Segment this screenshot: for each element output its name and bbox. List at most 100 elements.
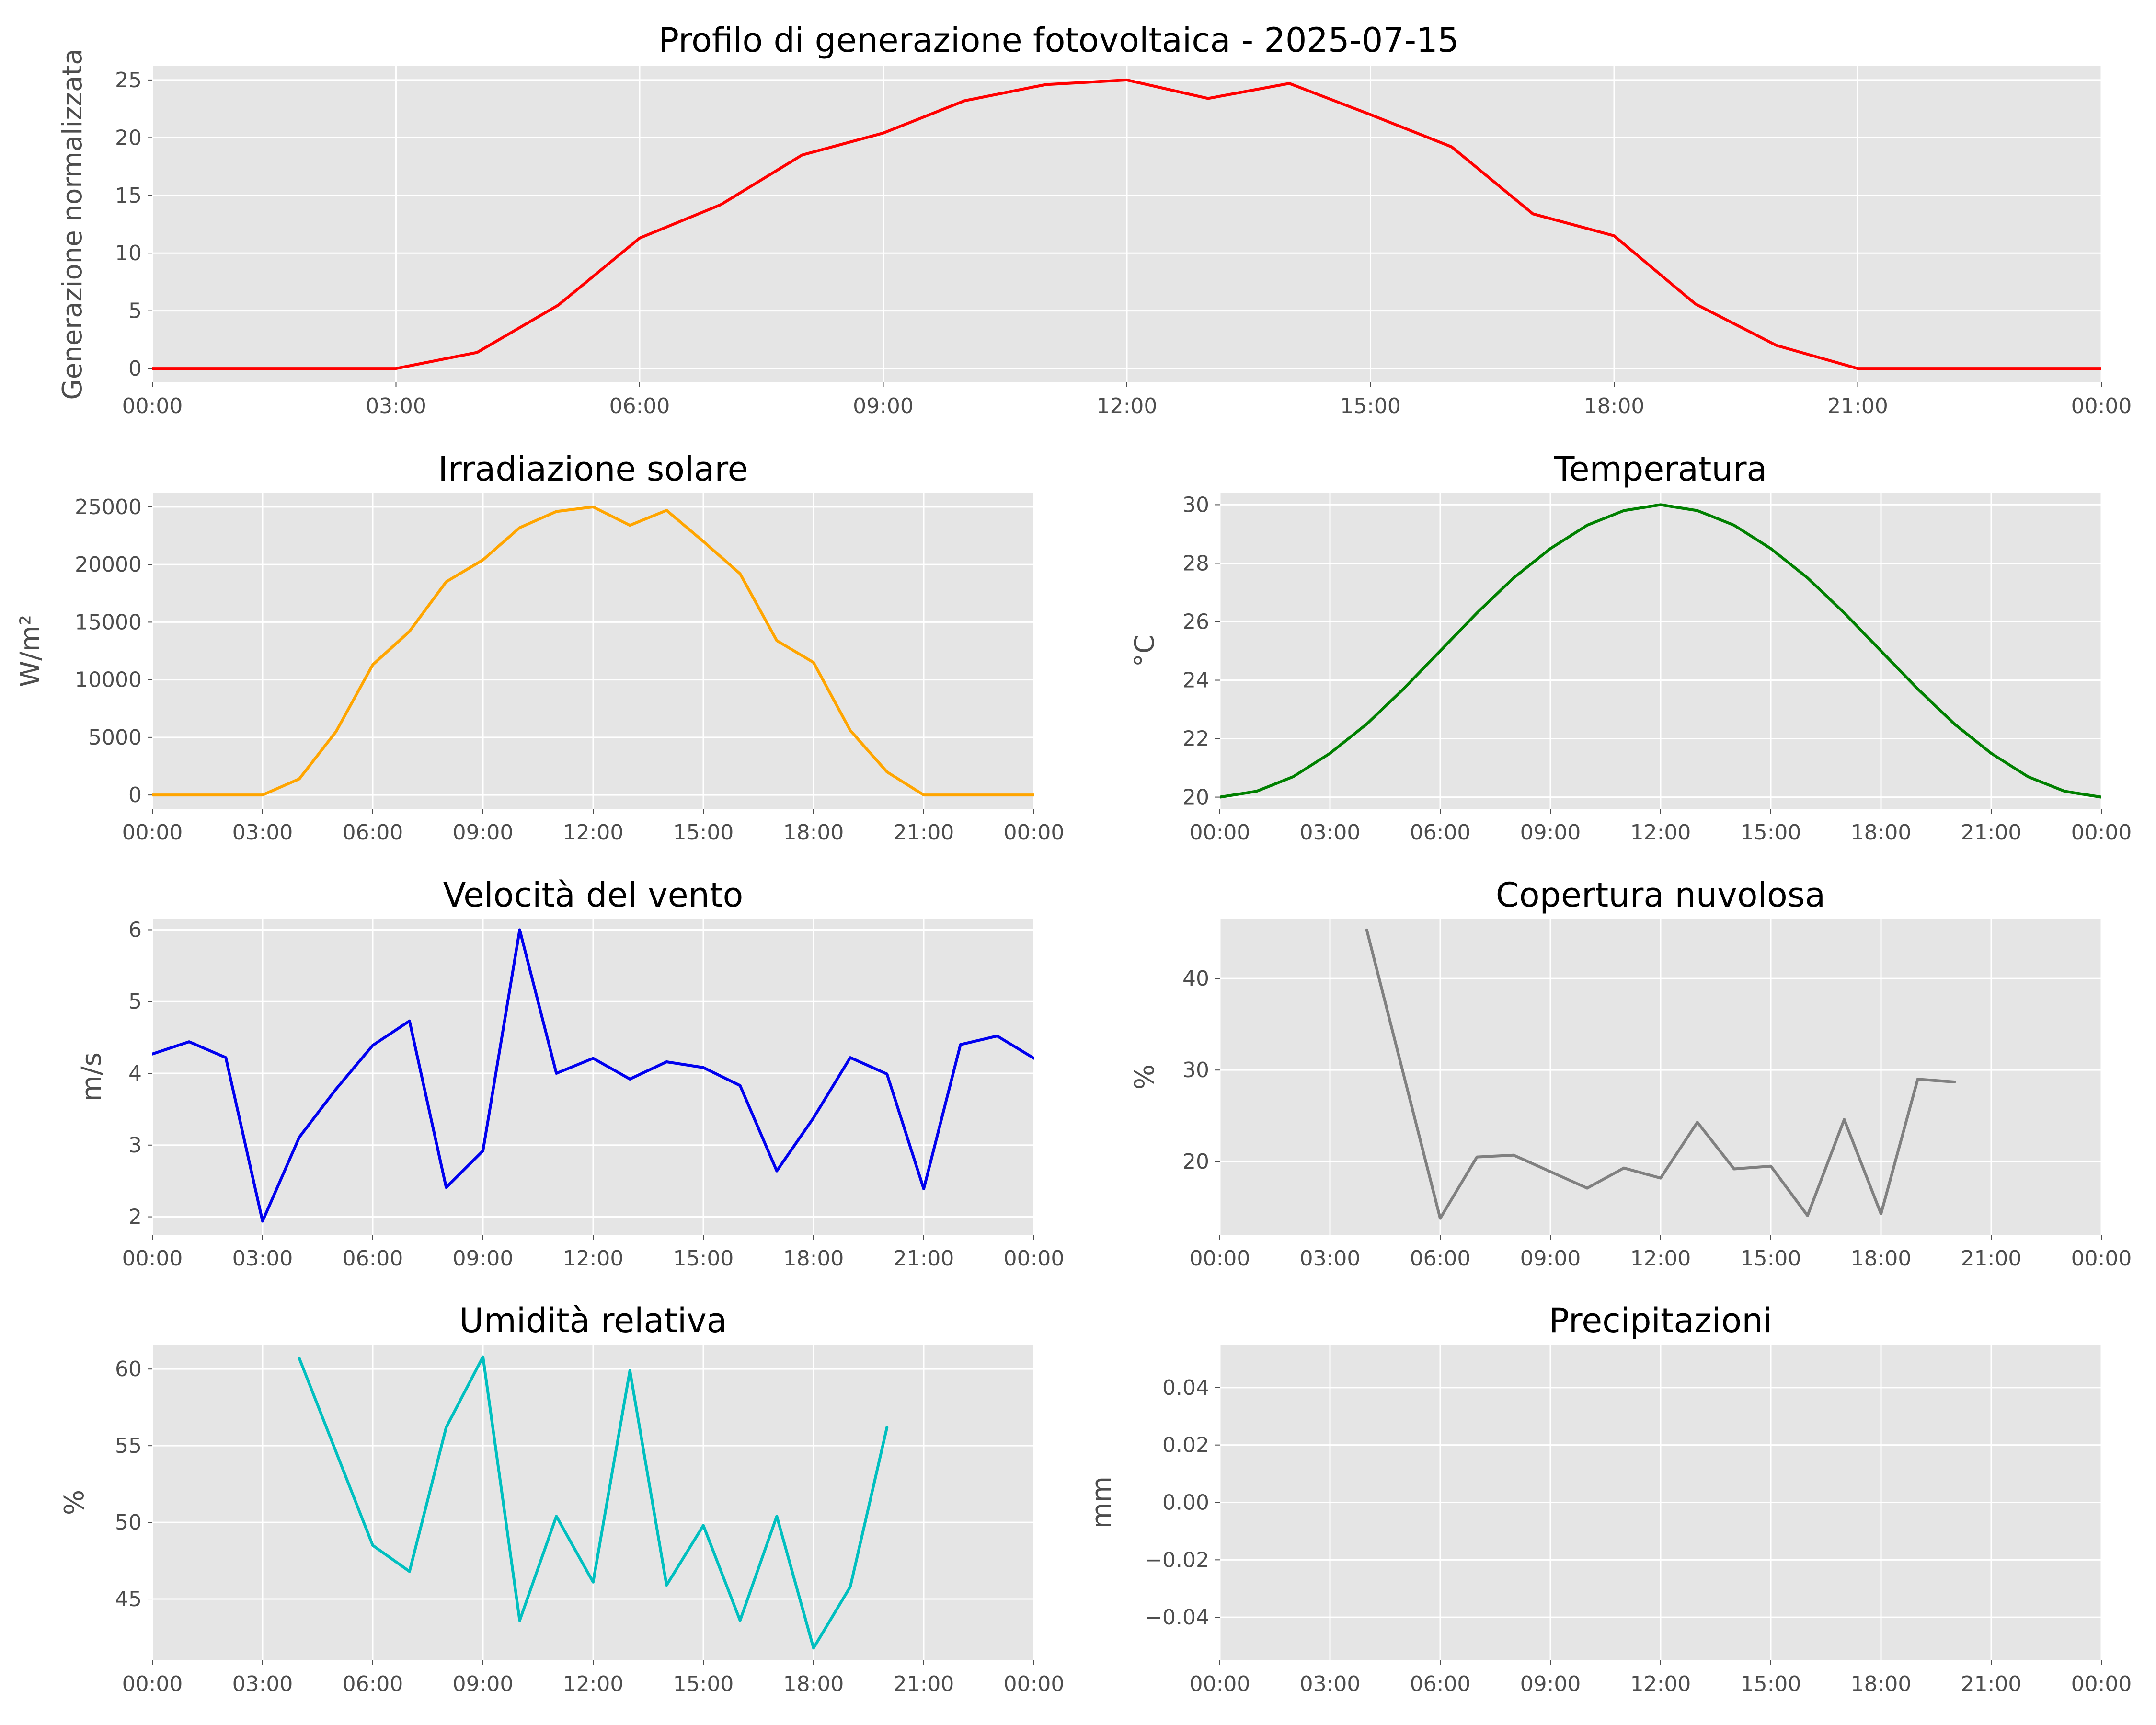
data-point xyxy=(885,770,888,773)
data-point xyxy=(720,203,722,206)
x-tick-label: 18:00 xyxy=(783,820,844,845)
x-tick-label: 15:00 xyxy=(673,820,734,845)
data-point xyxy=(1769,1165,1772,1168)
x-tick-label: 06:00 xyxy=(1410,820,1471,845)
x-tick-label: 21:00 xyxy=(1961,1246,2022,1271)
data-point xyxy=(1953,723,1956,725)
y-tick-label: 0 xyxy=(128,783,142,807)
data-point xyxy=(1843,611,1846,614)
data-point xyxy=(1476,1156,1479,1159)
data-point xyxy=(298,1357,301,1360)
data-point xyxy=(1806,576,1809,579)
data-point xyxy=(445,1186,447,1189)
y-axis-label: m/s xyxy=(76,1052,107,1102)
data-point xyxy=(959,794,962,796)
data-point xyxy=(775,1515,778,1518)
data-point xyxy=(959,1043,962,1046)
y-axis-label: mm xyxy=(1086,1476,1117,1529)
x-tick-label: 00:00 xyxy=(1190,820,1250,845)
data-point xyxy=(371,1544,374,1547)
data-point xyxy=(702,1066,705,1069)
data-point xyxy=(555,1072,558,1075)
data-point xyxy=(1806,1214,1809,1217)
data-point xyxy=(2027,775,2030,778)
data-point xyxy=(555,510,558,513)
y-tick-label: 20000 xyxy=(75,552,142,577)
x-tick-label: 12:00 xyxy=(563,820,624,845)
data-point xyxy=(885,1426,888,1429)
data-point xyxy=(996,794,998,796)
data-point xyxy=(1938,367,1940,370)
x-tick-label: 18:00 xyxy=(1851,1672,1912,1696)
data-point xyxy=(812,661,815,664)
series-line-generation xyxy=(152,78,2101,370)
data-point xyxy=(1450,146,1453,149)
data-point xyxy=(518,526,521,529)
x-tick-label: 00:00 xyxy=(2071,820,2132,845)
x-tick-label: 09:00 xyxy=(1520,1246,1581,1271)
chart-panel-wind: 00:00 03:00 06:00 09:00 12:00 15:00 18:00 21:00… xyxy=(76,875,1064,1271)
data-point xyxy=(482,1356,484,1358)
y-tick-label: 5 xyxy=(128,989,142,1014)
x-tick-label: 00:00 xyxy=(2071,1672,2132,1696)
y-tick-label: 0.04 xyxy=(1162,1376,1209,1400)
data-point xyxy=(1732,1167,1735,1170)
x-tick-label: 18:00 xyxy=(783,1246,844,1271)
data-point xyxy=(1512,576,1515,579)
data-point xyxy=(1694,302,1697,305)
y-tick-label: 25000 xyxy=(75,495,142,519)
data-point xyxy=(1732,524,1735,527)
data-point xyxy=(445,580,447,583)
data-point xyxy=(2019,367,2022,370)
data-point xyxy=(702,540,705,543)
data-point xyxy=(882,132,885,135)
data-point xyxy=(371,1044,374,1047)
data-point xyxy=(1125,79,1128,81)
panel-title: Temperatura xyxy=(1554,449,1767,489)
x-tick-label: 06:00 xyxy=(1410,1672,1471,1696)
x-tick-label: 18:00 xyxy=(783,1672,844,1696)
data-point xyxy=(1916,1078,1919,1081)
data-point xyxy=(665,1060,668,1063)
figure-title: Profilo di generazione fotovoltaica - 20… xyxy=(659,21,1459,60)
x-tick-label: 00:00 xyxy=(1004,1672,1065,1696)
y-tick-label: 30 xyxy=(1182,1058,1209,1082)
data-point xyxy=(775,1170,778,1173)
y-axis-label: W/m² xyxy=(15,615,46,687)
data-point xyxy=(963,99,966,102)
x-tick-label: 00:00 xyxy=(1004,1246,1065,1271)
data-point xyxy=(1953,1081,1956,1083)
x-tick-label: 00:00 xyxy=(122,1246,183,1271)
x-tick-label: 21:00 xyxy=(894,1246,954,1271)
panel-title: Precipitazioni xyxy=(1549,1301,1772,1340)
series-line-irradiation xyxy=(152,505,1034,797)
data-point xyxy=(629,1078,631,1081)
data-point xyxy=(1659,1177,1662,1180)
data-point xyxy=(482,1150,484,1152)
data-point xyxy=(1365,723,1368,725)
x-tick-label: 12:00 xyxy=(1097,394,1158,418)
x-tick-label: 03:00 xyxy=(232,820,293,845)
data-point xyxy=(1476,611,1479,614)
x-tick-label: 09:00 xyxy=(453,1246,514,1271)
x-tick-label: 12:00 xyxy=(563,1672,624,1696)
y-tick-label: 20 xyxy=(1182,785,1209,810)
data-point xyxy=(395,367,398,370)
series-line-humidity xyxy=(298,1355,889,1650)
data-point xyxy=(1207,97,1210,100)
data-point xyxy=(629,524,631,527)
x-tick-label: 15:00 xyxy=(1741,1672,1801,1696)
x-tick-label: 03:00 xyxy=(366,394,426,418)
x-tick-label: 09:00 xyxy=(853,394,914,418)
y-tick-label: 60 xyxy=(115,1357,142,1381)
data-point xyxy=(592,1581,595,1584)
x-tick-label: 18:00 xyxy=(1851,1246,1912,1271)
x-tick-label: 12:00 xyxy=(1630,1672,1691,1696)
data-point xyxy=(334,1088,337,1091)
data-point xyxy=(1532,212,1535,215)
data-point xyxy=(638,237,641,240)
data-point xyxy=(334,730,337,733)
data-point xyxy=(849,1056,852,1059)
x-tick-label: 03:00 xyxy=(232,1246,293,1271)
